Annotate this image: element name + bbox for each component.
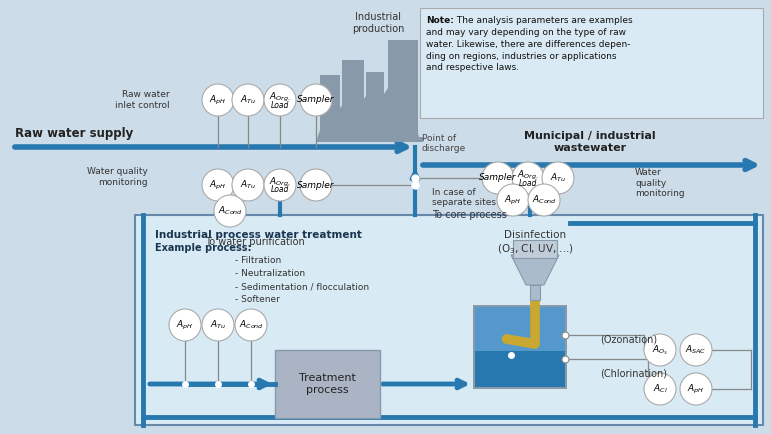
- Text: Industrial
production: Industrial production: [352, 12, 404, 33]
- Text: To core process: To core process: [432, 210, 507, 220]
- Text: $A_{Org.}$: $A_{Org.}$: [269, 175, 291, 188]
- Text: Disinfection
(O$_3$, Cl, UV, ...): Disinfection (O$_3$, Cl, UV, ...): [497, 230, 574, 256]
- Circle shape: [202, 169, 234, 201]
- Text: Note:: Note:: [426, 16, 454, 25]
- Bar: [530, 285, 540, 300]
- Bar: [473, 305, 567, 389]
- Circle shape: [680, 334, 712, 366]
- Text: $A_{Cond}$: $A_{Cond}$: [238, 319, 264, 331]
- Text: $A_{O_3}$: $A_{O_3}$: [652, 343, 668, 357]
- Circle shape: [264, 169, 296, 201]
- Circle shape: [644, 334, 676, 366]
- Text: - Filtration: - Filtration: [235, 256, 281, 265]
- Circle shape: [512, 162, 544, 194]
- Text: Point of
discharge: Point of discharge: [422, 134, 466, 153]
- Text: $A_{Cond}$: $A_{Cond}$: [217, 205, 243, 217]
- Bar: [275, 350, 380, 418]
- Text: $A_{Tu}$: $A_{Tu}$: [240, 179, 256, 191]
- Circle shape: [235, 309, 267, 341]
- Circle shape: [202, 309, 234, 341]
- Circle shape: [232, 169, 264, 201]
- Circle shape: [680, 373, 712, 405]
- Text: Load: Load: [271, 101, 289, 109]
- Text: Industrial process water treatment: Industrial process water treatment: [155, 230, 362, 240]
- Bar: [475, 307, 565, 351]
- Circle shape: [300, 169, 332, 201]
- Text: $A_{pH}$: $A_{pH}$: [210, 178, 227, 191]
- Text: $A_{pH}$: $A_{pH}$: [688, 382, 705, 395]
- Bar: [366, 72, 384, 140]
- Text: Example process:: Example process:: [155, 243, 251, 253]
- Text: and may vary depending on the type of raw
water. Likewise, there are differences: and may vary depending on the type of ra…: [426, 28, 631, 72]
- Bar: [318, 137, 423, 142]
- Text: $A_{Tu}$: $A_{Tu}$: [210, 319, 226, 331]
- Text: Sampler: Sampler: [298, 95, 335, 105]
- Text: Municipal / industrial
wastewater: Municipal / industrial wastewater: [524, 132, 656, 153]
- Circle shape: [300, 84, 332, 116]
- Circle shape: [497, 184, 529, 216]
- Circle shape: [214, 195, 246, 227]
- Text: Load: Load: [519, 178, 537, 187]
- Text: Raw water
inlet control: Raw water inlet control: [116, 90, 170, 110]
- Text: Water
quality
monitoring: Water quality monitoring: [635, 168, 685, 198]
- Circle shape: [644, 373, 676, 405]
- Circle shape: [232, 84, 264, 116]
- Text: To water purification: To water purification: [205, 237, 305, 247]
- Text: (Ozonation): (Ozonation): [600, 335, 657, 345]
- Circle shape: [542, 162, 574, 194]
- Text: Treatment
process: Treatment process: [299, 373, 356, 395]
- Text: Sampler: Sampler: [298, 181, 335, 190]
- Circle shape: [528, 184, 560, 216]
- Circle shape: [264, 84, 296, 116]
- Text: $A_{SAC}$: $A_{SAC}$: [685, 344, 707, 356]
- Text: - Neutralization: - Neutralization: [235, 269, 305, 278]
- Circle shape: [169, 309, 201, 341]
- Text: $A_{Cond}$: $A_{Cond}$: [531, 194, 557, 206]
- Text: $A_{pH}$: $A_{pH}$: [177, 319, 194, 332]
- Circle shape: [482, 162, 514, 194]
- Text: Water quality
monitoring: Water quality monitoring: [87, 167, 148, 187]
- Bar: [388, 40, 418, 140]
- Text: $A_{Cl}$: $A_{Cl}$: [652, 383, 668, 395]
- Text: $A_{pH}$: $A_{pH}$: [210, 93, 227, 107]
- Polygon shape: [316, 85, 420, 142]
- Bar: [513, 240, 557, 258]
- Polygon shape: [511, 255, 559, 285]
- Text: $A_{Tu}$: $A_{Tu}$: [240, 94, 256, 106]
- Text: $A_{Tu}$: $A_{Tu}$: [550, 172, 566, 184]
- Bar: [135, 215, 763, 425]
- Text: (Chlorination): (Chlorination): [600, 369, 667, 379]
- Text: - Sedimentation / flocculation: - Sedimentation / flocculation: [235, 282, 369, 291]
- Text: Raw water supply: Raw water supply: [15, 127, 133, 140]
- Text: $A_{Org.}$: $A_{Org.}$: [269, 90, 291, 104]
- Bar: [342, 60, 364, 140]
- Bar: [475, 307, 565, 387]
- Bar: [320, 75, 340, 140]
- Text: - Softener: - Softener: [235, 295, 280, 304]
- Text: Load: Load: [271, 185, 289, 194]
- Text: $A_{pH}$: $A_{pH}$: [504, 194, 522, 207]
- Text: In case of
separate sites: In case of separate sites: [432, 188, 496, 207]
- Text: Sampler: Sampler: [480, 174, 517, 183]
- Text: $A_{Org.}$: $A_{Org.}$: [517, 168, 539, 181]
- Text: The analysis parameters are examples: The analysis parameters are examples: [454, 16, 633, 25]
- Circle shape: [202, 84, 234, 116]
- Bar: [420, 8, 763, 118]
